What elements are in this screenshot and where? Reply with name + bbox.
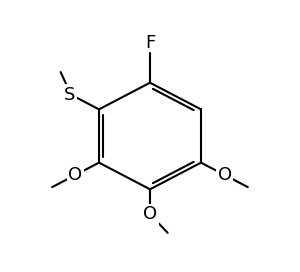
Text: O: O (143, 205, 157, 223)
Text: O: O (218, 166, 232, 184)
Text: F: F (145, 34, 155, 52)
Text: S: S (64, 86, 75, 104)
Text: O: O (68, 166, 82, 184)
